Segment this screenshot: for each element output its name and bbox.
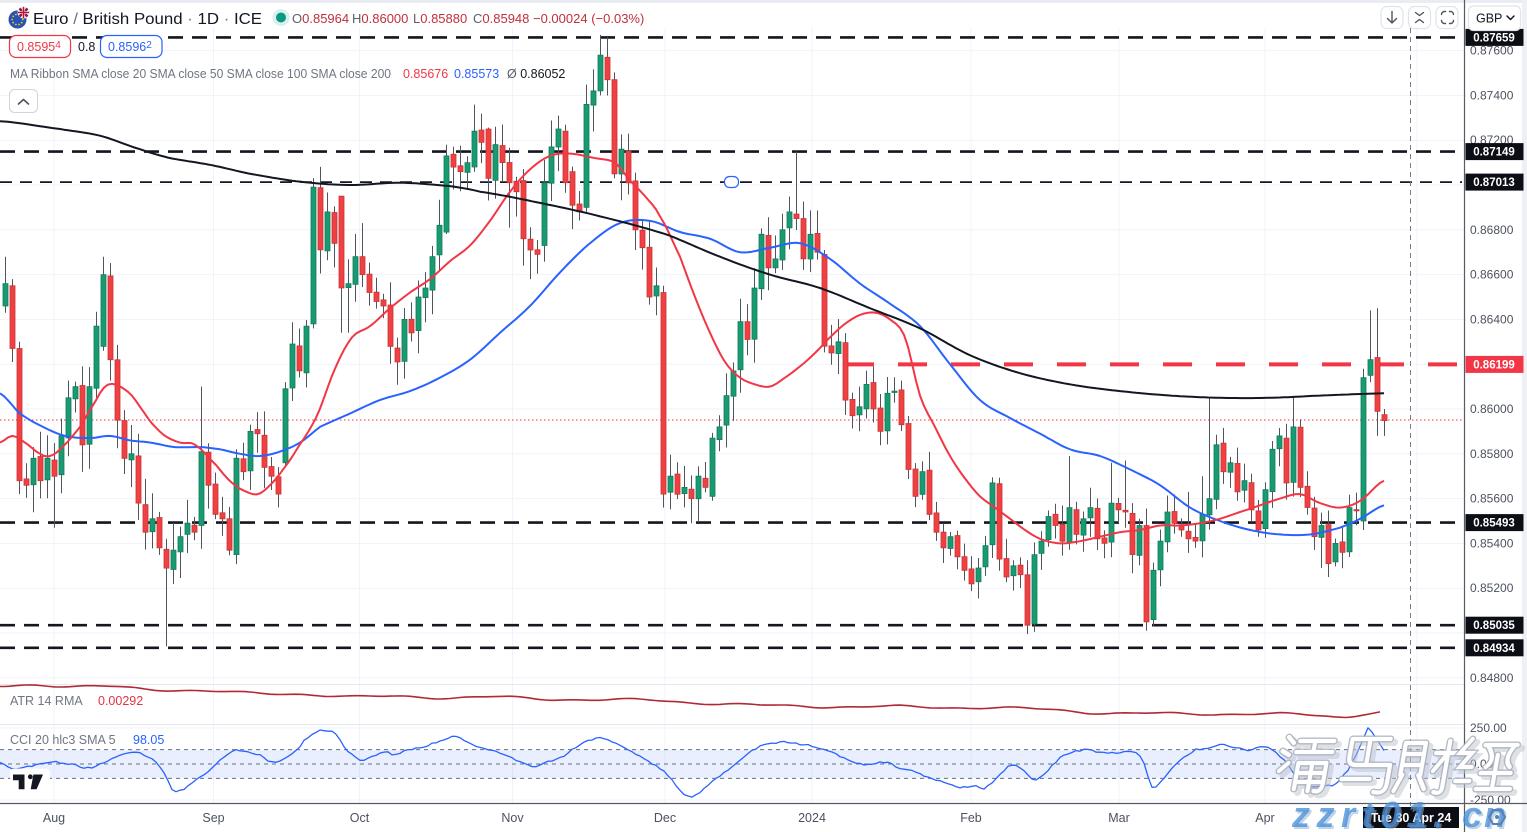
svg-text:MA Ribbon SMA close 20 SMA clo: MA Ribbon SMA close 20 SMA close 50 SMA … [10, 67, 391, 81]
svg-text:0.84934: 0.84934 [1473, 643, 1515, 655]
svg-text:0.87013: 0.87013 [1473, 177, 1515, 189]
svg-text:ATR 14 RMA: ATR 14 RMA [10, 694, 83, 708]
svg-text:0.85954: 0.85954 [17, 40, 61, 54]
svg-text:0.85600: 0.85600 [1470, 492, 1514, 506]
svg-text:0.00292: 0.00292 [98, 694, 143, 708]
svg-text:98.05: 98.05 [133, 733, 164, 747]
svg-text:0.85035: 0.85035 [1473, 620, 1515, 632]
svg-text:CCI 20 hlc3 SMA 5: CCI 20 hlc3 SMA 5 [10, 733, 116, 747]
svg-text:0.84800: 0.84800 [1470, 671, 1514, 685]
svg-text:0.85493: 0.85493 [1473, 518, 1515, 530]
svg-text:0.87400: 0.87400 [1470, 88, 1514, 102]
svg-text:0.85800: 0.85800 [1470, 447, 1514, 461]
svg-text:0.86199: 0.86199 [1473, 359, 1515, 371]
svg-text:2024: 2024 [798, 811, 826, 825]
svg-text:zzrt01.: zzrt01. [1291, 794, 1450, 832]
svg-text:0.87600: 0.87600 [1470, 44, 1514, 58]
svg-text:Nov: Nov [501, 811, 524, 825]
svg-text:250.00: 250.00 [1470, 721, 1507, 735]
svg-text:Ø 0.86052: Ø 0.86052 [507, 67, 565, 81]
svg-text:Oct: Oct [350, 811, 370, 825]
svg-text:C0.85948: C0.85948 [473, 11, 529, 26]
svg-text:Sep: Sep [202, 811, 224, 825]
svg-text:0.87659: 0.87659 [1473, 32, 1515, 44]
svg-text:GBP: GBP [1476, 12, 1502, 26]
svg-text:0.86600: 0.86600 [1470, 268, 1514, 282]
svg-text:0.86400: 0.86400 [1470, 312, 1514, 326]
svg-text:0.85200: 0.85200 [1470, 581, 1514, 595]
svg-text:0.86000: 0.86000 [1470, 402, 1514, 416]
svg-text:O0.85964: O0.85964 [292, 11, 349, 26]
svg-text:cn: cn [1464, 796, 1510, 832]
svg-text:cn: cn [1462, 794, 1508, 832]
svg-text:Dec: Dec [654, 811, 676, 825]
svg-text:0.87149: 0.87149 [1473, 147, 1515, 159]
svg-text:-250.00: -250.00 [1470, 793, 1511, 807]
svg-text:−0.00024 (−0.03%): −0.00024 (−0.03%) [533, 11, 644, 26]
svg-text:0.86800: 0.86800 [1470, 223, 1514, 237]
svg-text:Aug: Aug [43, 811, 65, 825]
svg-text:Tue 30 Apr 24: Tue 30 Apr 24 [1371, 811, 1452, 825]
svg-text:Apr: Apr [1255, 811, 1274, 825]
svg-text:0.85400: 0.85400 [1470, 536, 1514, 550]
svg-text:Mar: Mar [1108, 811, 1130, 825]
svg-text:zzrt01.: zzrt01. [1293, 796, 1452, 832]
svg-text:0.85573: 0.85573 [454, 67, 499, 81]
svg-text:0.8: 0.8 [78, 40, 95, 54]
svg-text:H0.86000: H0.86000 [352, 11, 408, 26]
svg-text:L0.85880: L0.85880 [413, 11, 467, 26]
svg-text:Euro / British Pound · 1D · IC: Euro / British Pound · 1D · ICE [33, 11, 262, 28]
svg-text:Feb: Feb [960, 811, 982, 825]
svg-text:0.85962: 0.85962 [108, 40, 152, 54]
svg-text:0.85676: 0.85676 [403, 67, 448, 81]
